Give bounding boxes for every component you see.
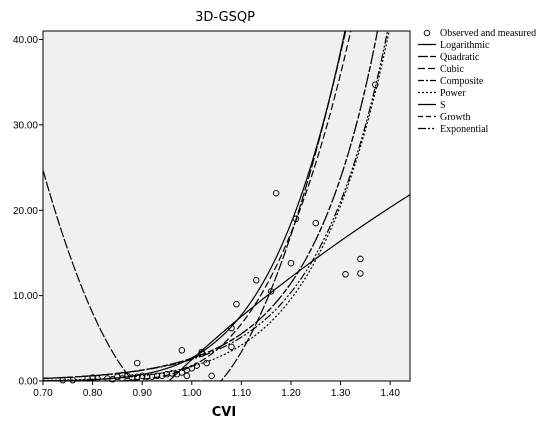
x-tick-label: 1.20 (281, 388, 301, 399)
data-point (287, 259, 295, 267)
data-point (188, 364, 196, 372)
data-point (148, 373, 156, 380)
data-point (133, 359, 141, 367)
data-point (163, 370, 171, 378)
y-tick-label: 40.00 (13, 35, 38, 46)
legend-label: Exponential (440, 124, 489, 135)
data-point (183, 372, 191, 380)
data-point (253, 277, 260, 284)
y-tick-label: 10.00 (13, 291, 38, 302)
fit-curves (43, 31, 410, 381)
data-point (104, 375, 111, 382)
x-tick-label: 1.40 (380, 388, 400, 399)
data-point (203, 359, 210, 367)
x-tick-label: 0.70 (33, 388, 53, 399)
x-tick-label: 0.80 (83, 388, 103, 399)
legend-label: Quadratic (440, 52, 480, 63)
data-point (357, 270, 364, 277)
data-point (119, 371, 126, 379)
data-point (89, 374, 96, 381)
data-point (153, 372, 161, 380)
data-point (272, 189, 280, 197)
data-point (129, 374, 136, 381)
x-tick-label: 0.90 (132, 388, 152, 399)
data-point (228, 324, 235, 332)
data-point (208, 372, 215, 380)
legend: Observed and measuredLogarithmicQuadrati… (418, 28, 536, 135)
legend-label: Power (440, 88, 466, 99)
y-tick-label: 30.00 (13, 120, 38, 131)
legend-item-growth: Growth (418, 112, 471, 123)
data-point (342, 271, 349, 278)
curve-logarithmic (169, 194, 410, 381)
data-point (133, 373, 141, 380)
data-point (357, 255, 364, 263)
data-point (193, 362, 200, 369)
data-point (59, 376, 67, 384)
data-point (94, 375, 101, 382)
data-point (267, 288, 275, 295)
data-point (119, 375, 126, 382)
plot-area (42, 30, 411, 382)
axes: 0.70 0.80 0.90 1.00 1.10 1.20 1.30 1.40 0.00 10.0… (13, 35, 400, 399)
legend-item-power: Power (418, 88, 466, 99)
legend-label: S (440, 100, 446, 111)
data-point (292, 215, 300, 223)
curve-exponential (43, 31, 389, 379)
data-point (178, 369, 186, 376)
data-point (109, 376, 116, 383)
curve-growth (43, 31, 379, 380)
x-tick-label: 1.10 (232, 388, 252, 399)
x-tick-label: 1.00 (182, 388, 202, 399)
data-point (228, 343, 235, 351)
legend-item-composite: Composite (418, 76, 484, 87)
chart-title: 3D-GSQP (195, 10, 255, 25)
data-point (143, 373, 151, 380)
legend-label: Logarithmic (440, 40, 490, 51)
data-point (233, 300, 240, 308)
data-point (198, 348, 205, 356)
curve-quadratic (43, 31, 347, 381)
legend-item-s: S (418, 100, 446, 111)
legend-label: Cubic (440, 64, 464, 75)
legend-label: Growth (440, 112, 471, 123)
curve-cubic (43, 31, 352, 381)
legend-item-exponential: Exponential (418, 124, 489, 135)
legend-label: Composite (440, 76, 484, 87)
data-point (198, 350, 205, 357)
data-point (168, 370, 176, 377)
x-tick-label: 1.30 (331, 388, 351, 399)
data-point (138, 372, 146, 380)
data-point (69, 376, 77, 384)
data-point (178, 347, 186, 354)
legend-label: Observed and measured (440, 28, 536, 39)
x-axis-label: CVI (212, 405, 236, 420)
legend-item-logarithmic: Logarithmic (418, 40, 490, 51)
legend-item-observed: Observed and measured (423, 28, 536, 39)
legend-item-quadratic: Quadratic (418, 52, 480, 63)
curve-s (43, 31, 346, 381)
data-point (84, 375, 91, 382)
legend-marker (423, 29, 431, 37)
y-tick-label: 0.00 (19, 377, 39, 388)
y-tick-label: 20.00 (13, 206, 38, 217)
observed-points (59, 81, 379, 384)
data-point (312, 219, 320, 227)
legend-item-cubic: Cubic (418, 64, 464, 75)
data-point (372, 81, 379, 89)
